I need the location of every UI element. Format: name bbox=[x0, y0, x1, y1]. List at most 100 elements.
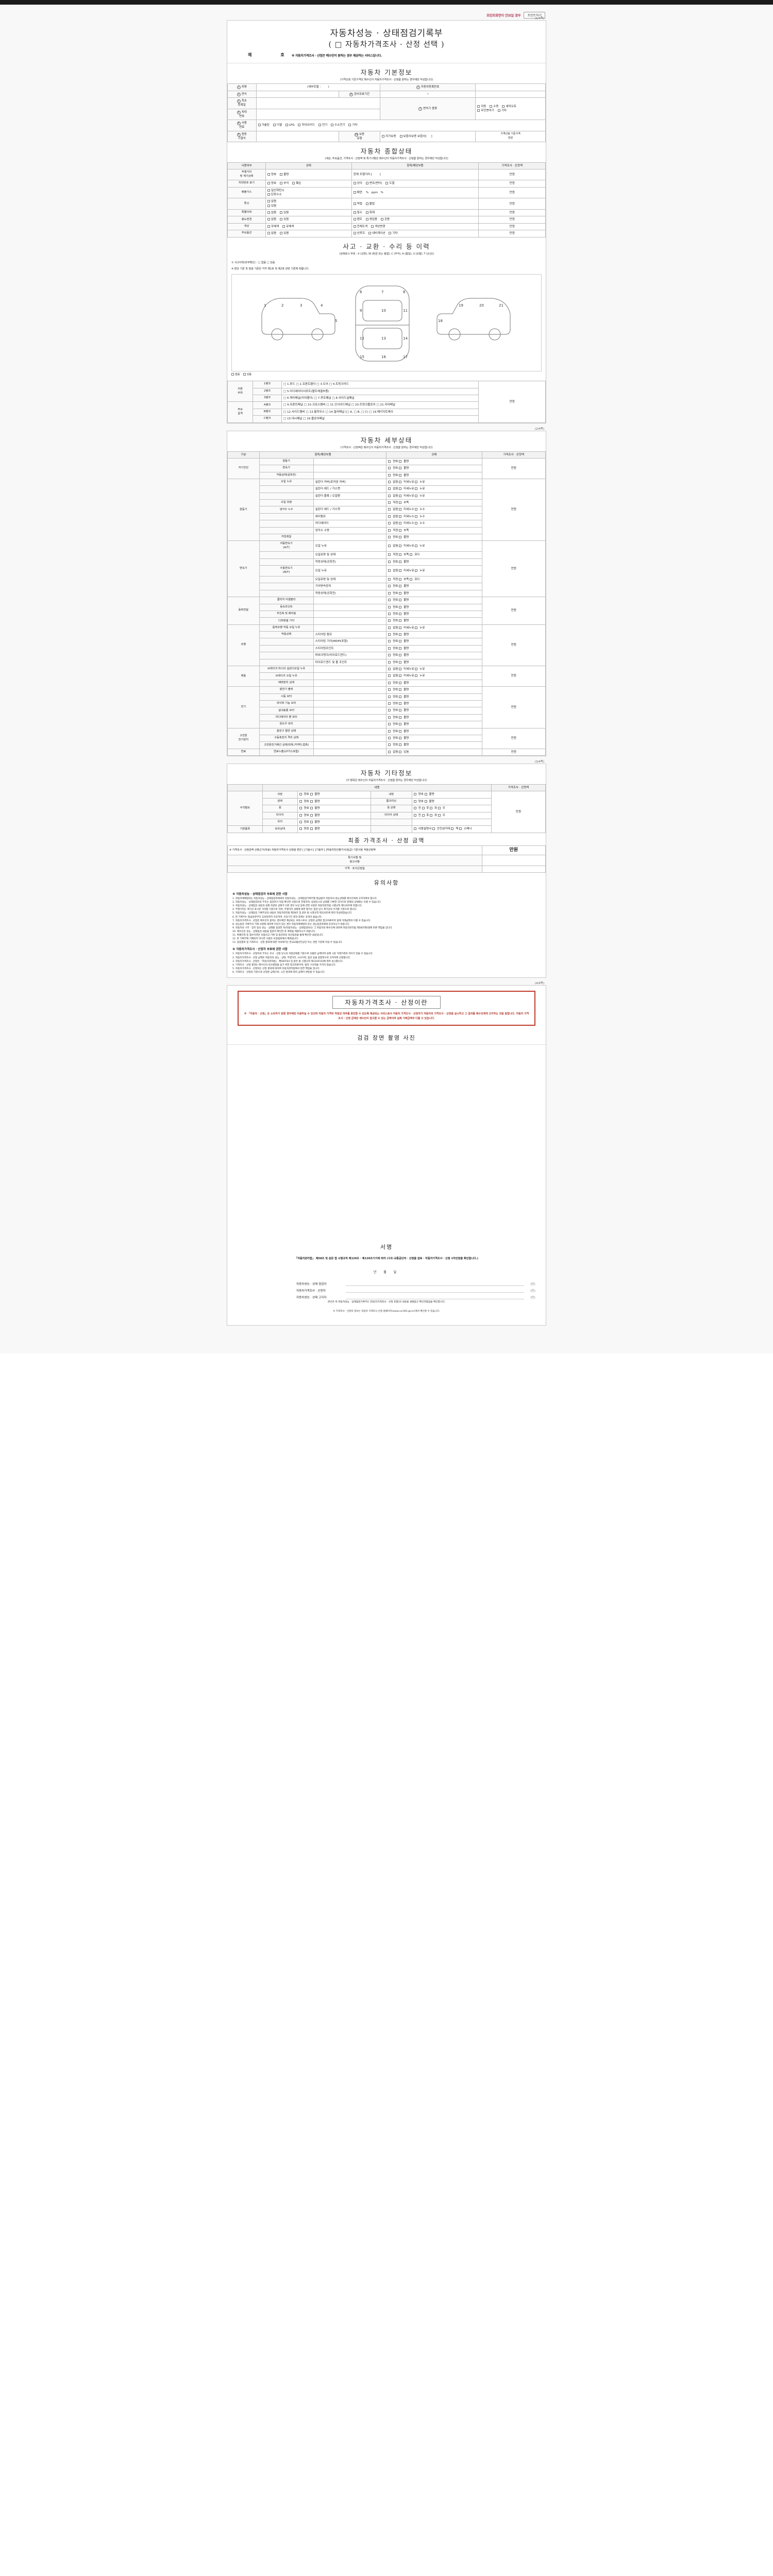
checkbox-option[interactable] bbox=[310, 793, 313, 796]
detail-state-cell[interactable]: 없음 미세누유 누유 bbox=[386, 666, 482, 673]
final-price-value[interactable]: 만원 bbox=[481, 845, 546, 856]
row-price-special[interactable]: 만원 bbox=[478, 209, 546, 217]
checkbox-option[interactable] bbox=[399, 529, 402, 532]
checkbox-option[interactable] bbox=[415, 480, 418, 483]
row-items-usage-change[interactable]: 렌트 영업용 관용 bbox=[351, 216, 479, 224]
detail-state-cell[interactable]: 양호 불량 bbox=[386, 597, 482, 604]
checkbox-option[interactable] bbox=[388, 480, 391, 483]
checkbox-electric[interactable] bbox=[318, 124, 321, 127]
checkbox-special-none[interactable] bbox=[267, 211, 271, 214]
rank-2-items[interactable]: □ 5.라디에이터서포트(볼트체결부품) bbox=[281, 387, 479, 395]
checkbox-option[interactable] bbox=[388, 736, 391, 739]
checkbox-option[interactable] bbox=[310, 827, 313, 831]
other-item-state[interactable]: 양호 불량 bbox=[297, 825, 371, 833]
detail-price-cell[interactable]: 만원 bbox=[481, 540, 546, 598]
checkbox-commercial[interactable] bbox=[365, 218, 368, 221]
other-item-state[interactable]: 양호 불량 bbox=[297, 791, 371, 799]
row-items-mileage[interactable]: 현재 주행거리 [ ] bbox=[351, 169, 479, 181]
checkbox-insurer-warranty[interactable] bbox=[399, 134, 402, 138]
checkbox-mileage-ok[interactable] bbox=[267, 173, 271, 176]
detail-state-cell[interactable]: 양호 불량 bbox=[386, 610, 482, 618]
detail-state-cell[interactable]: 양호 불량 bbox=[386, 583, 482, 590]
checkbox-option[interactable] bbox=[388, 640, 391, 643]
checkbox-vin-corrosion[interactable] bbox=[280, 182, 283, 185]
checkbox-option[interactable] bbox=[399, 460, 402, 463]
checkbox-option[interactable] bbox=[399, 487, 402, 490]
checkbox-semiauto[interactable] bbox=[502, 105, 505, 108]
checkbox-option[interactable] bbox=[388, 599, 391, 602]
checkbox-option[interactable] bbox=[399, 681, 402, 684]
checkbox-cvt[interactable] bbox=[477, 109, 480, 112]
checkbox-option[interactable] bbox=[415, 668, 418, 671]
checkbox-option[interactable] bbox=[299, 793, 302, 796]
checkbox-option[interactable] bbox=[422, 807, 425, 810]
checkbox-option[interactable] bbox=[399, 553, 402, 556]
checkbox-option[interactable] bbox=[388, 660, 391, 664]
print-button[interactable]: 프린트하기 bbox=[524, 11, 545, 19]
checkbox-option[interactable] bbox=[399, 591, 402, 595]
checkbox-navigation[interactable] bbox=[368, 232, 371, 235]
checkbox-option[interactable] bbox=[399, 730, 402, 733]
checkbox-diesel[interactable] bbox=[273, 124, 276, 127]
row-state-usage-change[interactable]: 없음 있음 bbox=[265, 216, 352, 224]
checkbox-option[interactable] bbox=[399, 633, 402, 636]
checkbox-option[interactable] bbox=[451, 827, 454, 831]
checkbox-option[interactable] bbox=[399, 536, 402, 539]
checkbox-option[interactable] bbox=[388, 508, 391, 511]
row-state-emission[interactable]: 일산화탄소 탄화수소 bbox=[265, 187, 352, 199]
checkbox-option[interactable] bbox=[388, 585, 391, 588]
detail-price-cell[interactable]: 만원 bbox=[481, 597, 546, 625]
checkbox-color-change[interactable] bbox=[371, 225, 374, 228]
checkbox-option[interactable] bbox=[399, 688, 402, 691]
checkbox-option[interactable] bbox=[399, 501, 402, 504]
checkbox-option[interactable] bbox=[438, 807, 441, 810]
checkbox-option[interactable] bbox=[415, 487, 418, 490]
checkbox-option[interactable] bbox=[388, 612, 391, 615]
checkbox-option[interactable] bbox=[299, 827, 302, 831]
detail-state-cell[interactable]: 없음 미세누유 누유 bbox=[386, 565, 482, 577]
checkbox-option[interactable] bbox=[399, 522, 402, 525]
checkbox-smoke[interactable] bbox=[353, 191, 356, 194]
detail-price-cell[interactable]: 만원 bbox=[481, 666, 546, 687]
checkbox-option[interactable] bbox=[413, 800, 416, 803]
detail-state-cell[interactable]: 양호 불량 bbox=[386, 693, 482, 701]
row-price-color[interactable]: 만원 bbox=[478, 223, 546, 231]
checkbox-option[interactable] bbox=[310, 820, 313, 823]
row-price-mileage[interactable]: 만원 bbox=[478, 169, 546, 181]
checkbox-option[interactable] bbox=[388, 560, 391, 563]
row-items-options[interactable]: 선루프 내비게이션 기타 bbox=[351, 230, 479, 238]
row-items-vin-mark[interactable]: 상이 변조(변타) 도말 bbox=[351, 180, 479, 188]
checkbox-fire[interactable] bbox=[365, 211, 368, 214]
checkbox-option[interactable] bbox=[430, 814, 433, 817]
checkbox-option[interactable] bbox=[299, 800, 302, 803]
checkbox-option[interactable] bbox=[399, 599, 402, 602]
cell-value-carname[interactable]: (세부모델 : ) bbox=[256, 83, 381, 91]
checkbox-opt-none[interactable] bbox=[267, 232, 271, 235]
checkbox-option[interactable] bbox=[299, 807, 302, 810]
detail-state-cell[interactable]: 적정 부족 과다 bbox=[386, 575, 482, 584]
checkbox-option[interactable] bbox=[388, 633, 391, 636]
checkbox-option[interactable] bbox=[399, 467, 402, 470]
checkbox-tuning-legal[interactable] bbox=[353, 202, 356, 205]
checkbox-option[interactable] bbox=[424, 800, 427, 803]
checkbox-option[interactable] bbox=[388, 730, 391, 733]
rank-b-items[interactable]: □ 12.사이드멤버 □ 13.휠하우스 □ 14.필러패널 (□ A, □ B… bbox=[281, 408, 479, 416]
detail-state-cell[interactable]: 양호 불량 bbox=[386, 700, 482, 708]
checkbox-auto[interactable] bbox=[477, 105, 480, 108]
detail-state-cell[interactable]: 적정 부족 bbox=[386, 527, 482, 535]
checkbox-option[interactable] bbox=[415, 626, 418, 629]
detail-state-cell[interactable]: 적정 부족 bbox=[386, 499, 482, 507]
other-item2-state[interactable]: 사용설명서 안전삼각대 잭 스패너 bbox=[411, 825, 492, 833]
checkbox-vin-damage[interactable] bbox=[292, 182, 295, 185]
checkbox-option[interactable] bbox=[388, 647, 391, 650]
row-state-tuning[interactable]: 없음 있음 bbox=[265, 198, 352, 210]
checkbox-simple-repair-none[interactable] bbox=[231, 372, 234, 376]
checkbox-option[interactable] bbox=[388, 536, 391, 539]
checkbox-option[interactable] bbox=[388, 515, 391, 518]
checkbox-option[interactable] bbox=[388, 654, 391, 657]
checkbox-option[interactable] bbox=[415, 522, 418, 525]
checkbox-option[interactable] bbox=[413, 807, 416, 810]
checkbox-option[interactable] bbox=[399, 569, 402, 572]
detail-state-cell[interactable]: 없음 있음 bbox=[386, 748, 482, 756]
